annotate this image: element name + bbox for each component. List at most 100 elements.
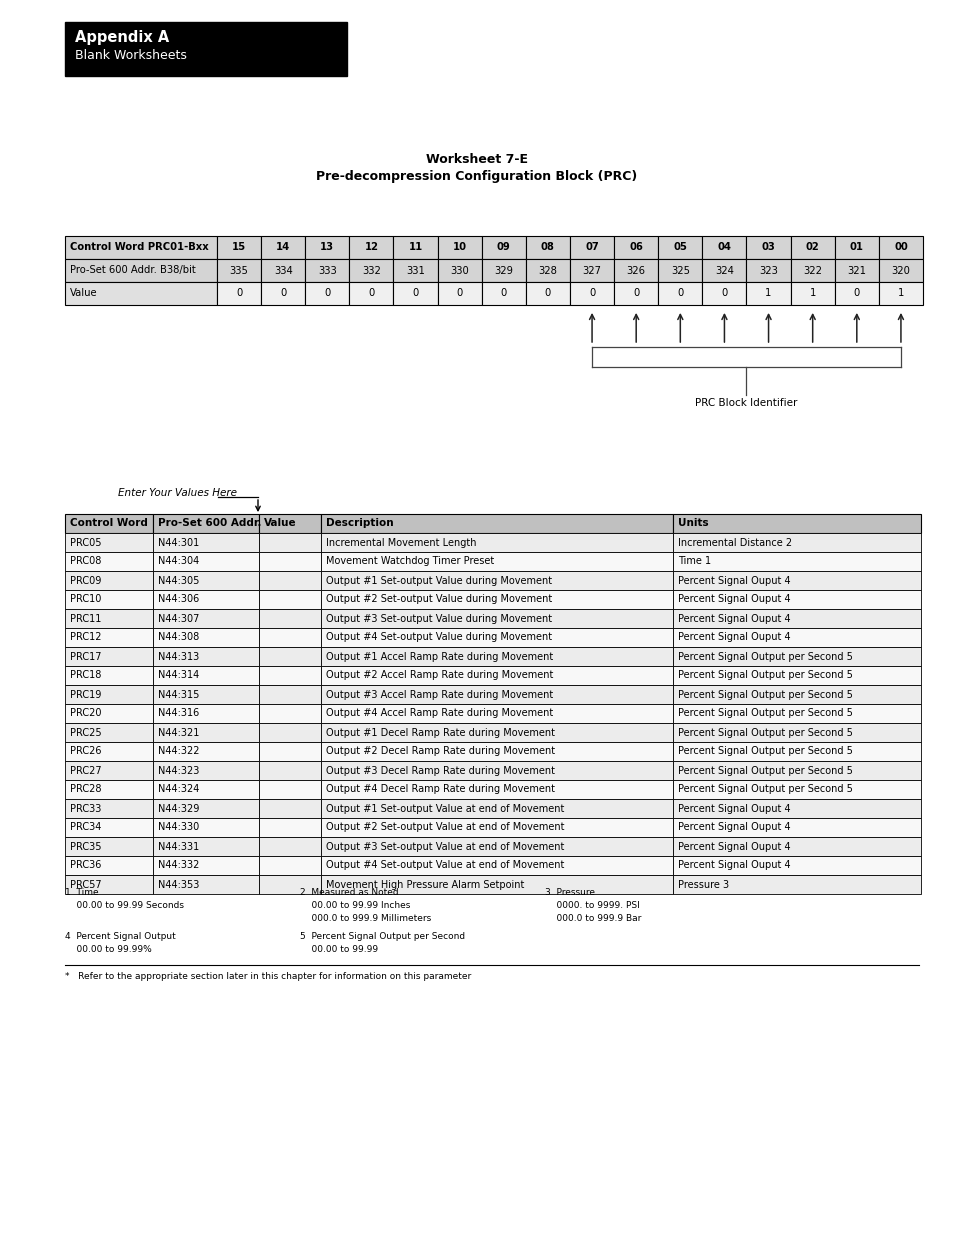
Bar xyxy=(65,22,347,77)
Bar xyxy=(65,609,152,629)
Bar xyxy=(258,571,320,590)
Text: 00.00 to 99.99 Seconds: 00.00 to 99.99 Seconds xyxy=(65,902,184,910)
Text: Percent Signal Output per Second 5: Percent Signal Output per Second 5 xyxy=(678,766,852,776)
Text: 0: 0 xyxy=(633,289,639,299)
Text: 330: 330 xyxy=(450,266,469,275)
Text: Control Word PRC01-Bxx: Control Word PRC01-Bxx xyxy=(70,242,209,252)
Bar xyxy=(65,781,152,799)
Bar xyxy=(320,856,672,876)
Text: 0: 0 xyxy=(412,289,418,299)
Text: 0: 0 xyxy=(456,289,462,299)
Text: Output #4 Decel Ramp Rate during Movement: Output #4 Decel Ramp Rate during Movemen… xyxy=(326,784,555,794)
Text: 15: 15 xyxy=(232,242,246,252)
Text: 335: 335 xyxy=(230,266,248,275)
Text: 03: 03 xyxy=(760,242,775,252)
Bar xyxy=(216,282,261,305)
Text: Output #3 Set-output Value at end of Movement: Output #3 Set-output Value at end of Mov… xyxy=(326,841,564,851)
Bar xyxy=(152,514,258,534)
Text: N44:314: N44:314 xyxy=(158,671,199,680)
Text: Appendix A: Appendix A xyxy=(75,30,169,44)
Bar xyxy=(569,236,614,259)
Bar xyxy=(320,704,672,722)
Bar xyxy=(437,259,481,282)
Bar xyxy=(834,259,878,282)
Bar xyxy=(320,571,672,590)
Text: 0: 0 xyxy=(853,289,859,299)
Text: 0: 0 xyxy=(368,289,375,299)
Bar xyxy=(258,514,320,534)
Bar xyxy=(65,236,216,259)
Text: Percent Signal Output per Second 5: Percent Signal Output per Second 5 xyxy=(678,784,852,794)
Text: Output #2 Set-output Value during Movement: Output #2 Set-output Value during Moveme… xyxy=(326,594,552,604)
Text: PRC19: PRC19 xyxy=(70,689,101,699)
Bar xyxy=(65,742,152,761)
Bar xyxy=(349,259,393,282)
Bar xyxy=(672,647,920,666)
Text: Percent Signal Output per Second 5: Percent Signal Output per Second 5 xyxy=(678,746,852,757)
Bar xyxy=(320,761,672,781)
Bar xyxy=(216,259,261,282)
Bar xyxy=(349,236,393,259)
Text: 327: 327 xyxy=(582,266,601,275)
Bar xyxy=(672,609,920,629)
Bar xyxy=(745,259,790,282)
Bar xyxy=(320,742,672,761)
Bar xyxy=(320,534,672,552)
Bar xyxy=(569,282,614,305)
Text: 0000. to 9999. PSI: 0000. to 9999. PSI xyxy=(544,902,639,910)
Bar xyxy=(481,282,525,305)
Text: 2  Measured as Noted: 2 Measured as Noted xyxy=(299,888,398,897)
Bar xyxy=(320,722,672,742)
Text: 06: 06 xyxy=(629,242,642,252)
Text: Percent Signal Output per Second 5: Percent Signal Output per Second 5 xyxy=(678,709,852,719)
Bar xyxy=(152,818,258,837)
Text: Percent Signal Ouput 4: Percent Signal Ouput 4 xyxy=(678,614,790,624)
Text: 1: 1 xyxy=(897,289,903,299)
Bar xyxy=(258,722,320,742)
Bar xyxy=(672,799,920,818)
Bar xyxy=(790,259,834,282)
Bar xyxy=(152,799,258,818)
Bar xyxy=(672,629,920,647)
Bar xyxy=(258,647,320,666)
Bar xyxy=(878,236,923,259)
Bar xyxy=(349,282,393,305)
Text: Percent Signal Ouput 4: Percent Signal Ouput 4 xyxy=(678,841,790,851)
Text: N44:323: N44:323 xyxy=(158,766,199,776)
Bar xyxy=(320,781,672,799)
Text: N44:330: N44:330 xyxy=(158,823,199,832)
Text: PRC05: PRC05 xyxy=(70,537,101,547)
Text: *   Refer to the appropriate section later in this chapter for information on th: * Refer to the appropriate section later… xyxy=(65,972,471,981)
Bar xyxy=(672,685,920,704)
Text: N44:321: N44:321 xyxy=(158,727,199,737)
Text: 329: 329 xyxy=(494,266,513,275)
Bar xyxy=(320,876,672,894)
Bar xyxy=(65,552,152,571)
Bar xyxy=(152,722,258,742)
Text: Time 1: Time 1 xyxy=(678,557,710,567)
Text: Output #1 Decel Ramp Rate during Movement: Output #1 Decel Ramp Rate during Movemen… xyxy=(326,727,555,737)
Bar xyxy=(437,282,481,305)
Text: PRC09: PRC09 xyxy=(70,576,101,585)
Text: N44:301: N44:301 xyxy=(158,537,199,547)
Bar xyxy=(658,259,701,282)
Bar xyxy=(305,282,349,305)
Bar xyxy=(672,761,920,781)
Text: 12: 12 xyxy=(364,242,378,252)
Text: Percent Signal Output per Second 5: Percent Signal Output per Second 5 xyxy=(678,727,852,737)
Text: 321: 321 xyxy=(846,266,865,275)
Bar xyxy=(258,534,320,552)
Text: N44:329: N44:329 xyxy=(158,804,199,814)
Text: Output #3 Accel Ramp Rate during Movement: Output #3 Accel Ramp Rate during Movemen… xyxy=(326,689,553,699)
Text: N44:305: N44:305 xyxy=(158,576,199,585)
Text: N44:315: N44:315 xyxy=(158,689,199,699)
Bar xyxy=(152,590,258,609)
Text: Percent Signal Ouput 4: Percent Signal Ouput 4 xyxy=(678,594,790,604)
Bar xyxy=(261,282,305,305)
Text: N44:316: N44:316 xyxy=(158,709,199,719)
Text: 334: 334 xyxy=(274,266,293,275)
Text: PRC12: PRC12 xyxy=(70,632,101,642)
Bar xyxy=(258,666,320,685)
Text: 333: 333 xyxy=(317,266,336,275)
Text: 0: 0 xyxy=(500,289,506,299)
